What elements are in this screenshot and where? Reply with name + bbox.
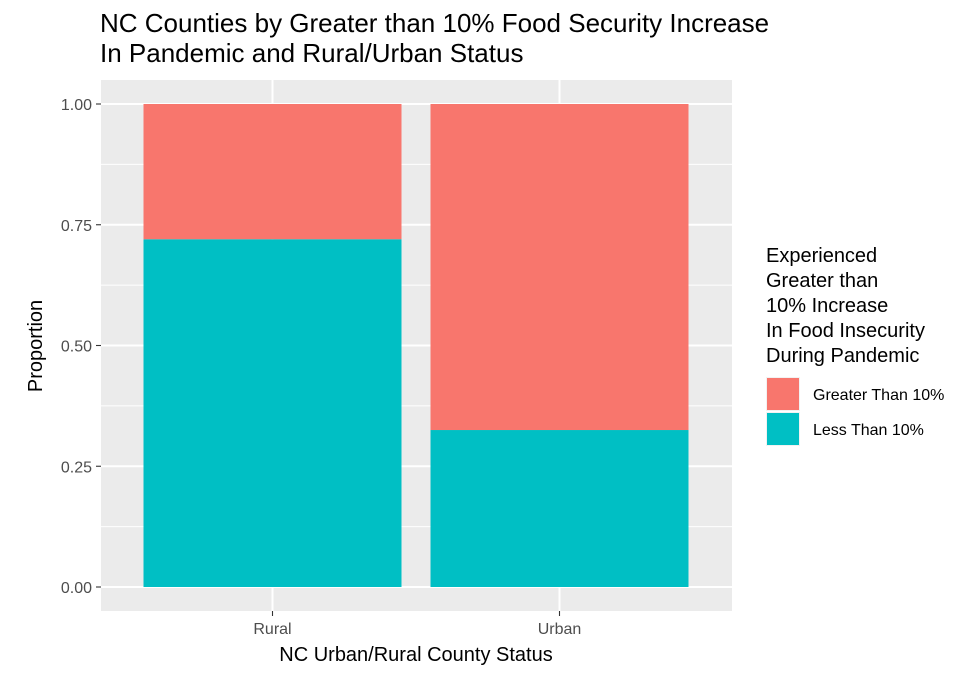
chart-title-line-2: In Pandemic and Rural/Urban Status: [100, 38, 523, 68]
chart-title: NC Counties by Greater than 10% Food Sec…: [100, 8, 769, 68]
legend-title-line-5: During Pandemic: [766, 345, 919, 367]
x-tick-label: Rural: [253, 621, 291, 638]
bar-rural-less-than-10: [143, 239, 402, 588]
x-axis-title: NC Urban/Rural County Status: [279, 644, 552, 666]
legend-title-line-2: Greater than: [766, 270, 878, 292]
legend-title-line-1: Experienced: [766, 245, 877, 267]
legend: Experienced Greater than 10% Increase In…: [766, 245, 944, 446]
legend-entries: Greater Than 10% Less Than 10%: [766, 377, 944, 446]
chart-title-line-1: NC Counties by Greater than 10% Food Sec…: [100, 8, 769, 38]
legend-label: Less Than 10%: [813, 422, 924, 439]
x-axis: Rural Urban: [253, 611, 581, 638]
legend-title-line-4: In Food Insecurity: [766, 320, 925, 342]
bar-urban-less-than-10: [430, 430, 689, 587]
x-tick-label: Urban: [538, 621, 582, 638]
y-tick-label: 0.50: [61, 339, 92, 356]
bars: [143, 104, 689, 588]
y-tick-label: 0.75: [61, 218, 92, 235]
y-tick-label: 0.25: [61, 459, 92, 476]
legend-title-line-3: 10% Increase: [766, 295, 888, 317]
y-axis-title: Proportion: [25, 300, 47, 392]
y-axis: 0.00 0.25 0.50 0.75 1.00: [61, 97, 101, 597]
bar-urban-greater-than-10: [430, 104, 689, 431]
y-tick-label: 0.00: [61, 580, 92, 597]
legend-swatch: [767, 378, 799, 410]
y-tick-label: 1.00: [61, 97, 92, 114]
bar-rural-greater-than-10: [143, 104, 402, 240]
legend-swatch: [767, 413, 799, 445]
legend-label: Greater Than 10%: [813, 387, 944, 404]
